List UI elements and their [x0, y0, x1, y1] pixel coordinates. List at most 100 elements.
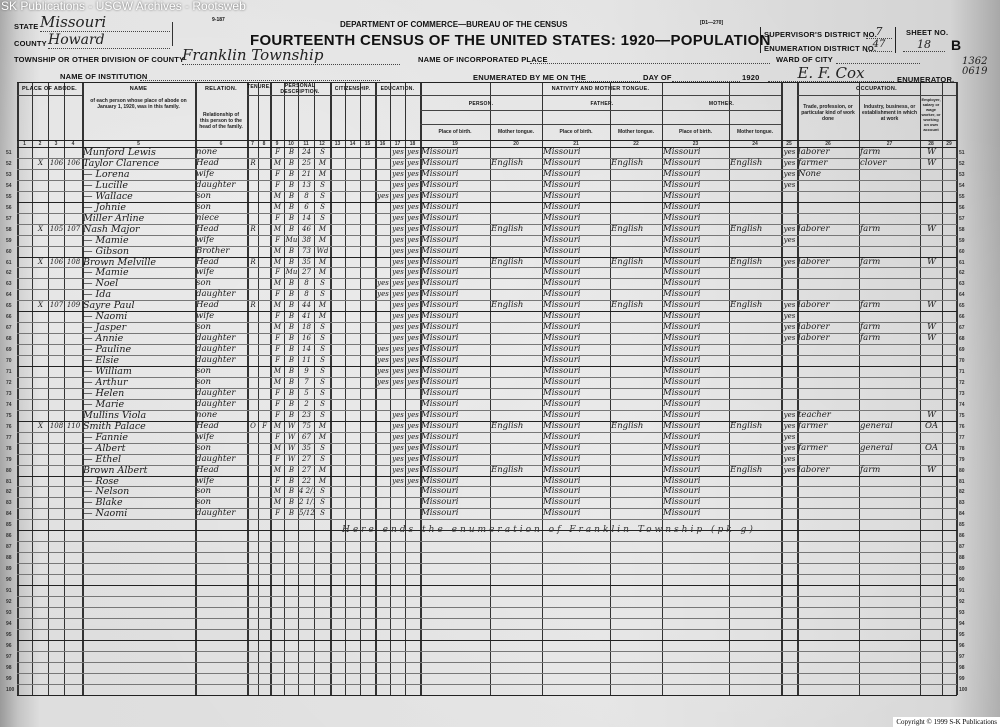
cell-f-birth: Missouri	[543, 223, 581, 234]
cell-birth: Missouri	[421, 147, 459, 157]
cell-marital: S	[320, 279, 325, 288]
row-line	[17, 398, 957, 400]
cell-m-tongue: English	[730, 223, 763, 234]
cell-m-birth: Missouri	[663, 179, 701, 190]
cell-sex: F	[275, 410, 280, 419]
cell-age: 8	[304, 191, 309, 200]
cell-birth: Missouri	[421, 267, 459, 278]
cell-f-birth: Missouri	[543, 267, 581, 278]
cell-f-birth: Missouri	[543, 409, 581, 420]
cell-name: — Annie	[83, 333, 124, 345]
cell-race: B	[288, 169, 295, 178]
state-label: STATE	[14, 22, 39, 31]
nativity-sub-line	[420, 110, 781, 111]
cell-sex: F	[275, 148, 280, 156]
cell-race: W	[287, 421, 296, 430]
cell-birth: Missouri	[421, 387, 459, 398]
cell-name: — Jasper	[83, 322, 127, 334]
row-line	[17, 278, 957, 280]
subheader-place-of_birth: Place of birth.	[678, 129, 713, 135]
cell-f-birth: Missouri	[543, 168, 581, 179]
cell-age: 5	[304, 388, 309, 397]
cell-race: B	[288, 158, 295, 167]
row-line	[17, 628, 957, 630]
cell-tongue: English	[491, 157, 524, 168]
cell-race: B	[288, 257, 295, 266]
cell-read: yes	[392, 421, 404, 430]
year: 1920	[742, 73, 760, 82]
cell-name: — Mamie	[83, 267, 129, 279]
cell-english: yes	[783, 432, 796, 441]
cell-name: — Gibson	[83, 245, 129, 257]
line-number-right: 96	[959, 642, 965, 649]
line-number-right: 98	[959, 664, 965, 671]
cell-race: B	[288, 148, 295, 156]
cell-sex: F	[275, 312, 280, 321]
cell-relation: Head	[196, 300, 219, 311]
row-line	[17, 212, 957, 214]
row-line	[17, 168, 957, 170]
row-line	[17, 683, 957, 685]
cell-marital: S	[320, 388, 325, 397]
cell-dwelling: 106	[49, 257, 64, 266]
cell-race: Mu	[285, 268, 298, 277]
cell-marital: Wd	[316, 246, 329, 255]
cell-birth: Missouri	[421, 300, 459, 311]
cell-industry: general	[860, 442, 893, 453]
cell-race: B	[288, 356, 295, 365]
cell-name: Mullins Viola	[83, 409, 147, 421]
cell-sex: M	[273, 443, 282, 452]
cell-m-tongue: English	[730, 464, 763, 475]
line-number: 90	[6, 577, 12, 584]
line-number-right: 71	[959, 369, 965, 375]
cell-m-birth: Missouri	[663, 366, 701, 376]
cell-marital: M	[318, 465, 327, 474]
row-line	[17, 409, 957, 411]
row-line	[17, 661, 957, 663]
cell-name: — Helen	[83, 387, 125, 399]
line-number: 78	[6, 445, 12, 452]
cell-birth: Missouri	[421, 508, 459, 519]
cell-age: 24	[302, 148, 311, 156]
cell-m-birth: Missouri	[663, 355, 701, 366]
cell-f-tongue: English	[611, 223, 644, 234]
cell-birth: Missouri	[421, 168, 459, 179]
cell-write: yes	[407, 191, 419, 200]
cell-name: — Ida	[83, 289, 112, 301]
cell-tongue: English	[491, 300, 524, 311]
cell-name: — Ethel	[83, 453, 122, 465]
cell-m-birth: Missouri	[663, 409, 701, 420]
cell-marital: S	[320, 356, 325, 365]
cell-employer: OA	[924, 420, 939, 431]
cell-school: yes	[377, 191, 389, 200]
cell-birth: Missouri	[421, 245, 459, 256]
sheet-value: 18	[903, 38, 945, 52]
line-number: 76	[6, 423, 12, 430]
cell-m-birth: Missouri	[663, 322, 701, 333]
cell-f-birth: Missouri	[543, 486, 581, 497]
line-number-right: 83	[959, 500, 965, 507]
cell-marital: M	[318, 312, 327, 321]
form-title: FOURTEENTH CENSUS OF THE UNITED STATES: …	[250, 32, 771, 49]
cell-birth: Missouri	[421, 442, 459, 453]
cell-dwelling: 105	[49, 224, 64, 233]
row-line	[17, 475, 957, 477]
cell-employer: W	[927, 157, 936, 168]
cell-name: — Wallace	[83, 190, 133, 202]
cell-write: yes	[407, 224, 419, 233]
column-number: 3	[54, 141, 58, 147]
cell-birth: Missouri	[421, 486, 459, 497]
cell-m-tongue: English	[730, 420, 763, 431]
cell-relation: daughter	[196, 333, 236, 344]
cell-name: — Pauline	[83, 344, 132, 356]
row-line	[17, 179, 957, 181]
column-line	[662, 95, 663, 140]
group-father: FATHER.	[590, 101, 614, 107]
cell-marital: S	[320, 345, 325, 354]
cell-home: R	[250, 224, 256, 233]
cell-name: Smith Palace	[83, 420, 146, 432]
cell-write: yes	[407, 301, 419, 310]
cell-mortgage: F	[262, 421, 267, 430]
line-number-right: 84	[959, 511, 965, 518]
